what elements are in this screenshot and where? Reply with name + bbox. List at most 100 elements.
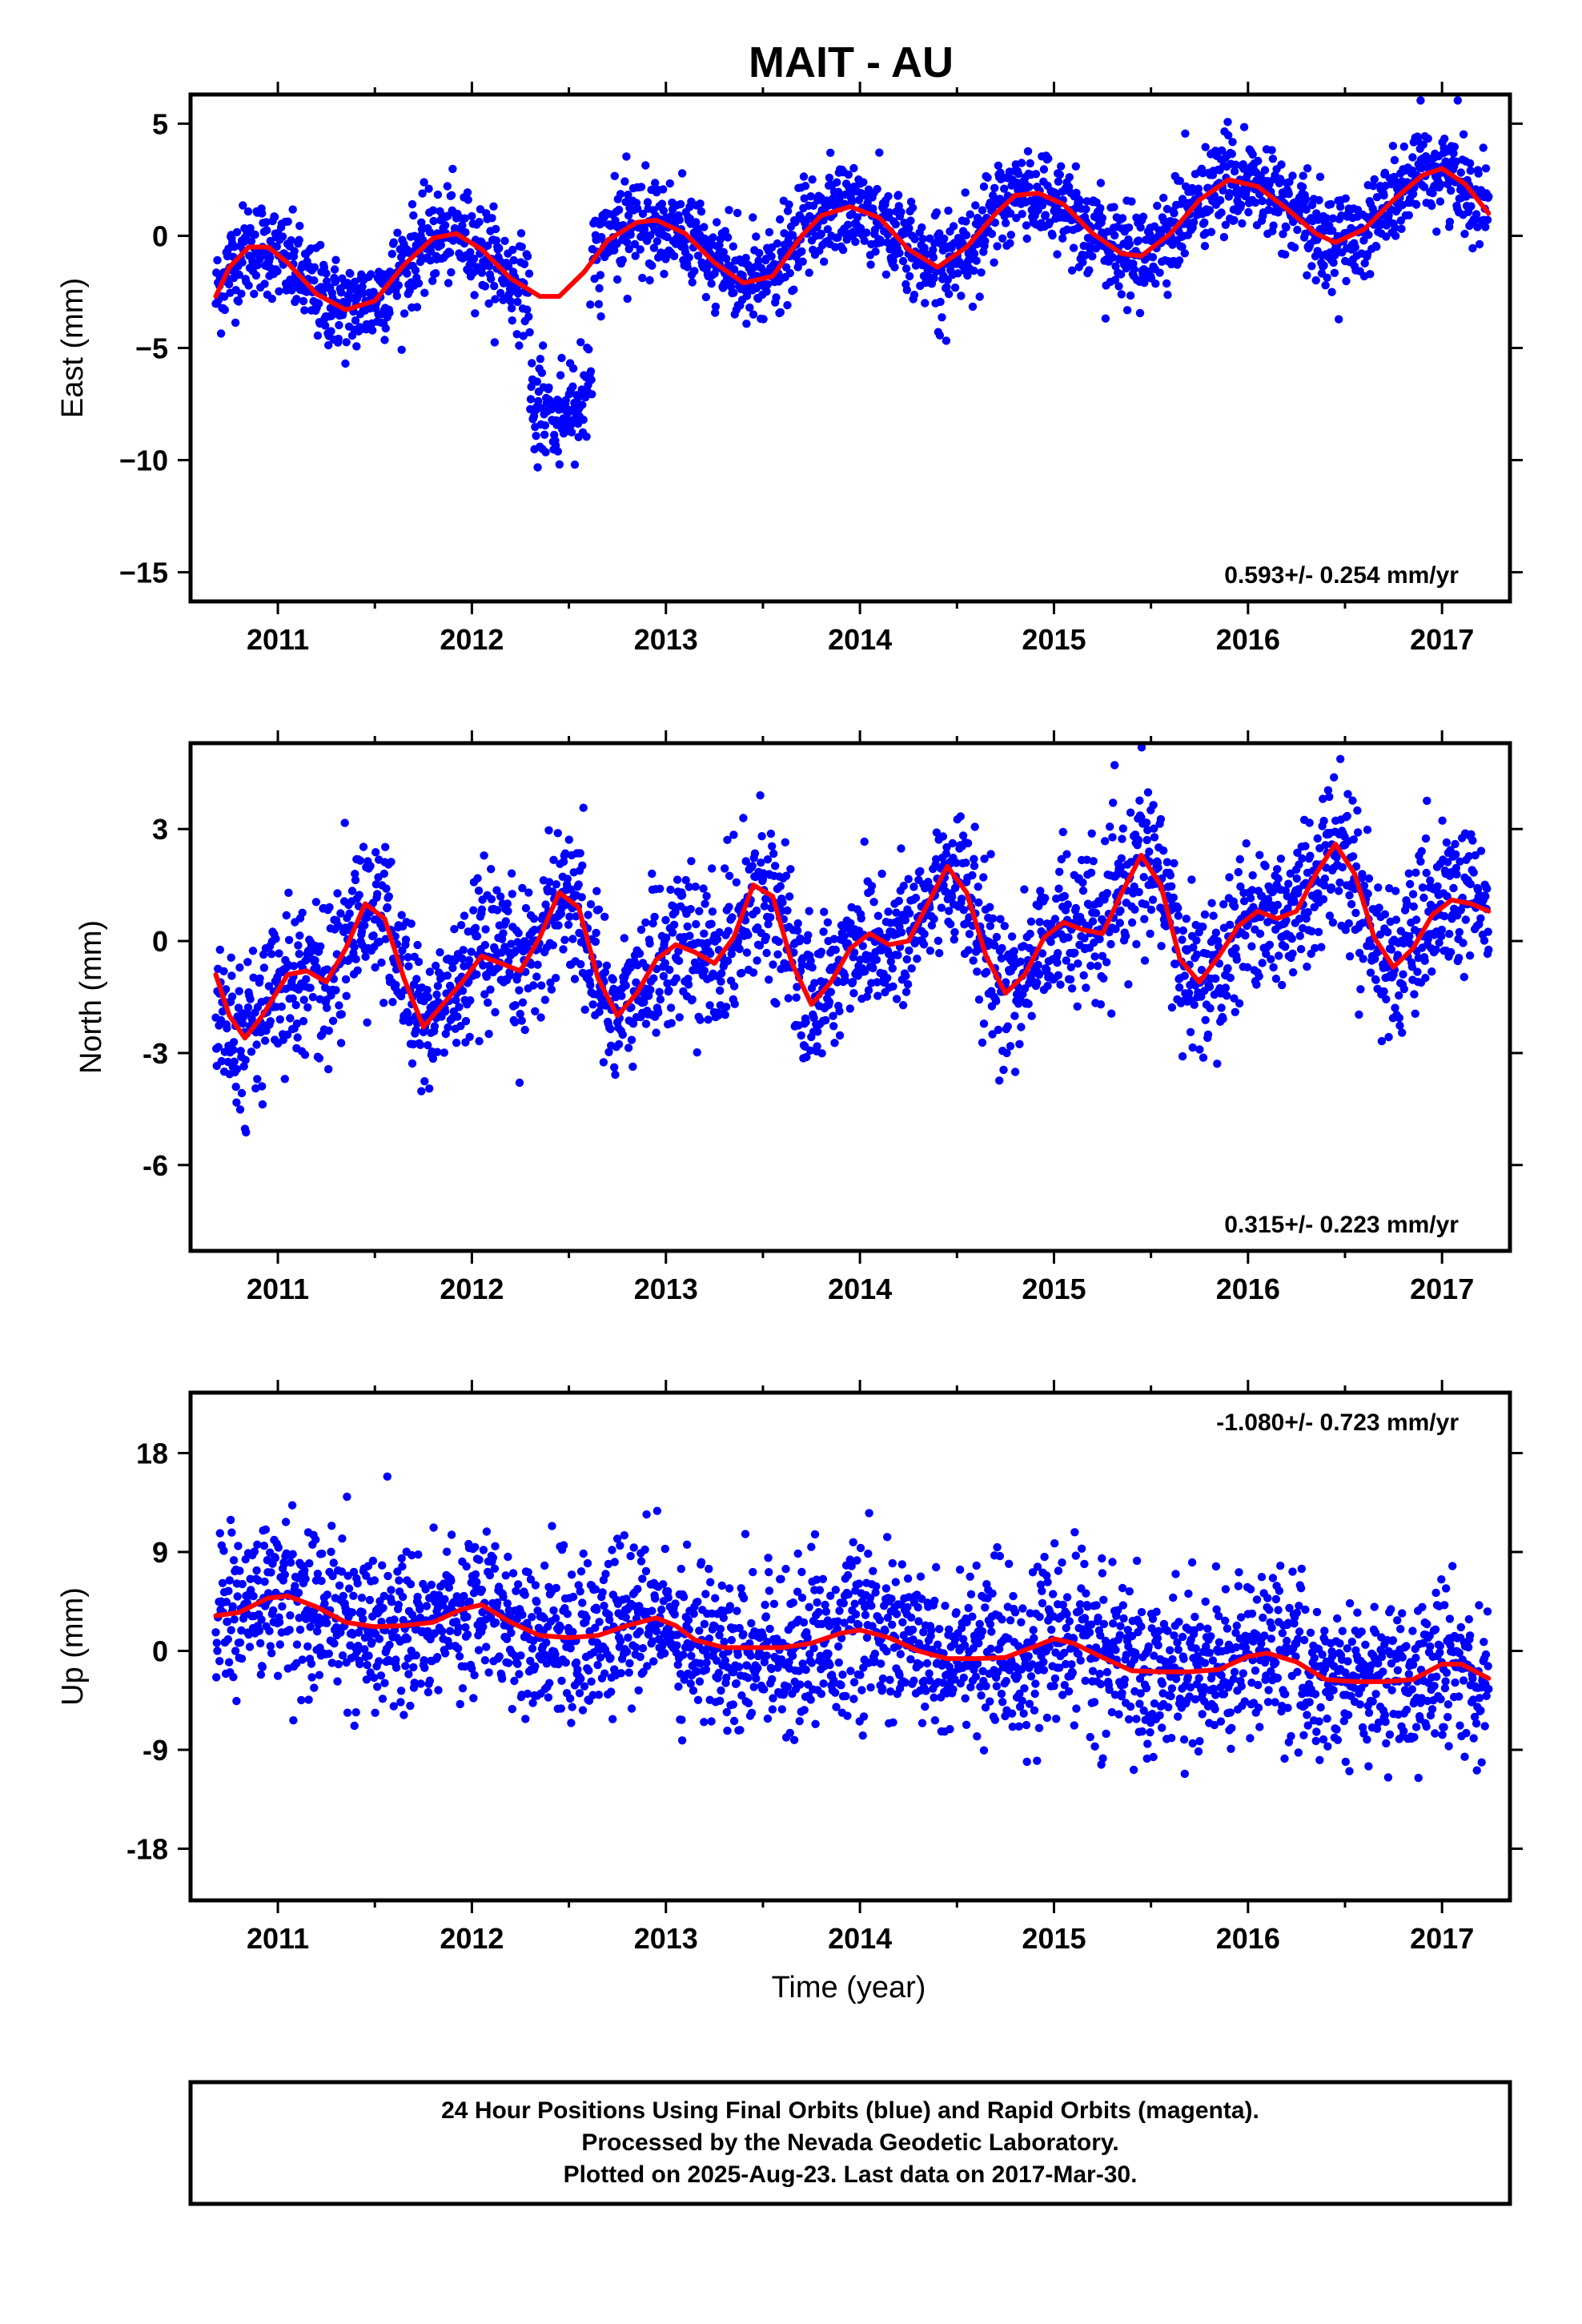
east-point xyxy=(322,269,331,278)
north-point xyxy=(753,956,761,965)
east-point xyxy=(1258,196,1267,206)
north-point xyxy=(903,979,913,989)
north-point xyxy=(1055,867,1064,876)
north-point xyxy=(1431,945,1440,955)
east-point xyxy=(636,245,644,254)
north-point xyxy=(303,1003,312,1012)
north-point xyxy=(1351,862,1361,871)
north-point xyxy=(996,915,1005,923)
east-point xyxy=(1331,251,1339,259)
east-model-line xyxy=(213,166,1492,312)
east-point xyxy=(1301,195,1311,204)
north-point xyxy=(873,991,882,1000)
north-point xyxy=(1298,854,1307,863)
east-point xyxy=(273,267,282,275)
east-point xyxy=(1479,143,1488,152)
north-point xyxy=(325,903,334,912)
north-point xyxy=(830,1039,839,1047)
north-point xyxy=(628,1062,637,1072)
east-point xyxy=(638,273,647,283)
east-point xyxy=(610,246,619,255)
east-point xyxy=(853,213,862,222)
east-point xyxy=(316,240,325,250)
north-point xyxy=(586,900,596,909)
east-point xyxy=(693,251,703,260)
north-point xyxy=(862,992,872,1001)
east-xtick-label: 2017 xyxy=(1410,623,1474,656)
east-xtick-label: 2013 xyxy=(634,623,698,656)
north-point xyxy=(1050,915,1060,923)
north-point xyxy=(306,983,315,992)
east-point xyxy=(527,382,536,392)
north-point xyxy=(588,1000,597,1009)
north-point xyxy=(491,1007,500,1017)
north-point xyxy=(905,946,913,955)
north-point xyxy=(1314,889,1323,898)
north-point xyxy=(704,1015,713,1024)
east-point xyxy=(475,218,484,227)
north-point xyxy=(328,1016,338,1026)
east-point xyxy=(638,209,648,219)
east-point xyxy=(540,430,549,439)
north-point xyxy=(1180,971,1190,980)
north-points xyxy=(211,743,1493,1137)
north-point xyxy=(1276,854,1286,863)
east-point xyxy=(1468,243,1477,253)
east-point xyxy=(491,295,500,304)
east-point xyxy=(645,275,654,285)
east-point xyxy=(1303,164,1312,173)
east-point xyxy=(278,232,287,241)
north-point xyxy=(1476,914,1485,923)
east-point xyxy=(1328,226,1337,235)
east-point xyxy=(1012,214,1021,223)
north-point xyxy=(481,925,490,934)
north-point xyxy=(425,967,435,976)
north-point xyxy=(450,925,459,934)
east-point xyxy=(945,289,954,299)
east-point xyxy=(1276,175,1285,183)
east-point xyxy=(258,209,267,218)
east-point xyxy=(508,316,516,325)
north-point xyxy=(381,842,390,851)
east-point xyxy=(643,198,652,207)
north-point xyxy=(860,837,869,846)
north-point xyxy=(1197,966,1207,975)
east-point xyxy=(610,171,619,180)
east-point xyxy=(1298,183,1307,191)
north-point xyxy=(237,1088,247,1098)
north-point xyxy=(907,964,916,973)
north-point xyxy=(246,995,255,1003)
north-point xyxy=(840,932,849,941)
east-point xyxy=(929,245,938,255)
north-point xyxy=(659,971,669,981)
east-point xyxy=(1159,193,1168,203)
up-point xyxy=(215,1657,224,1666)
north-point xyxy=(1143,788,1153,797)
north-xtick-label: 2016 xyxy=(1216,1273,1280,1305)
north-point xyxy=(802,1052,811,1062)
north-point xyxy=(1182,915,1191,923)
east-point xyxy=(403,269,412,278)
east-point xyxy=(817,229,826,239)
north-point xyxy=(739,814,748,822)
north-point xyxy=(729,830,738,839)
north-point xyxy=(333,889,342,898)
north-point xyxy=(1073,1002,1082,1011)
up-point xyxy=(223,1617,232,1626)
north-point xyxy=(765,975,773,984)
east-point xyxy=(300,306,309,315)
north-point xyxy=(884,907,893,916)
east-point xyxy=(962,217,970,226)
east-point xyxy=(331,255,340,264)
east-point xyxy=(895,248,904,258)
north-point xyxy=(693,1048,701,1057)
north-point xyxy=(1467,830,1476,839)
north-point xyxy=(560,849,570,858)
east-point xyxy=(1279,230,1287,239)
north-point xyxy=(599,1058,608,1067)
east-point xyxy=(553,447,562,456)
east-point xyxy=(1260,166,1270,175)
east-point xyxy=(1109,253,1118,262)
east-point xyxy=(484,299,493,308)
north-point xyxy=(441,1029,450,1039)
